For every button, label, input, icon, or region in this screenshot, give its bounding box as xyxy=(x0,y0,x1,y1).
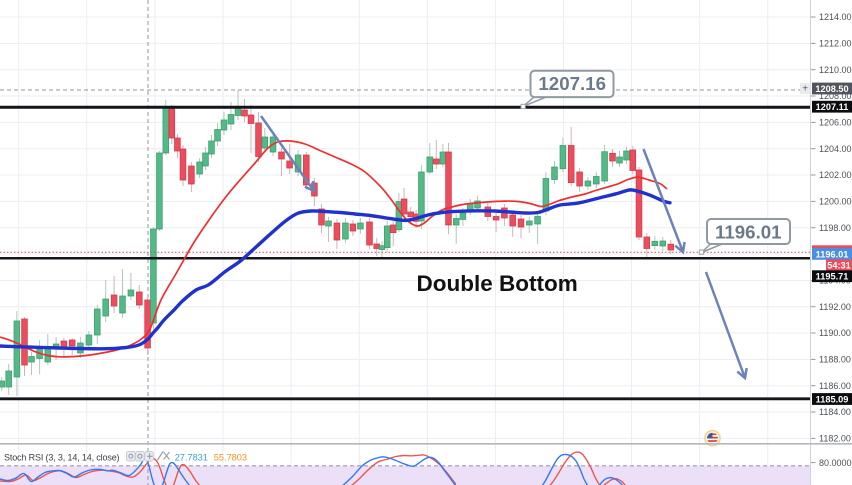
svg-text:1208.00: 1208.00 xyxy=(819,91,852,101)
svg-text:1186.00: 1186.00 xyxy=(819,381,851,391)
svg-text:1196.01: 1196.01 xyxy=(816,249,849,259)
svg-text:1195.71: 1195.71 xyxy=(816,272,849,282)
svg-text:1207.16: 1207.16 xyxy=(538,73,606,94)
svg-text:1185.09: 1185.09 xyxy=(816,394,849,404)
svg-text:1184.00: 1184.00 xyxy=(819,407,851,417)
svg-text:1214.00: 1214.00 xyxy=(819,12,852,22)
svg-text:1182.00: 1182.00 xyxy=(819,434,851,444)
svg-text:1188.00: 1188.00 xyxy=(819,355,851,365)
svg-text:1196.01: 1196.01 xyxy=(715,221,782,242)
svg-text:55.7803: 55.7803 xyxy=(214,453,247,463)
svg-text:1212.00: 1212.00 xyxy=(819,39,852,49)
svg-text:Double Bottom: Double Bottom xyxy=(417,271,578,296)
svg-text:1200.00: 1200.00 xyxy=(819,197,852,207)
svg-text:1210.00: 1210.00 xyxy=(819,65,852,75)
svg-text:+: + xyxy=(802,84,808,95)
svg-text:54:31: 54:31 xyxy=(827,261,851,271)
svg-text:1208.50: 1208.50 xyxy=(815,84,848,94)
svg-text:1190.00: 1190.00 xyxy=(819,328,851,338)
svg-text:1198.00: 1198.00 xyxy=(819,223,851,233)
svg-text:80.0000: 80.0000 xyxy=(819,458,852,468)
svg-text:1207.11: 1207.11 xyxy=(816,102,849,112)
svg-text:1202.00: 1202.00 xyxy=(819,170,852,180)
svg-text:1192.00: 1192.00 xyxy=(819,302,851,312)
svg-text:Stoch RSI (3, 3, 14, 14, close: Stoch RSI (3, 3, 14, 14, close) xyxy=(4,453,120,463)
svg-text:1206.00: 1206.00 xyxy=(819,118,852,128)
svg-text:27.7831: 27.7831 xyxy=(175,453,208,463)
svg-text:1204.00: 1204.00 xyxy=(819,144,852,154)
